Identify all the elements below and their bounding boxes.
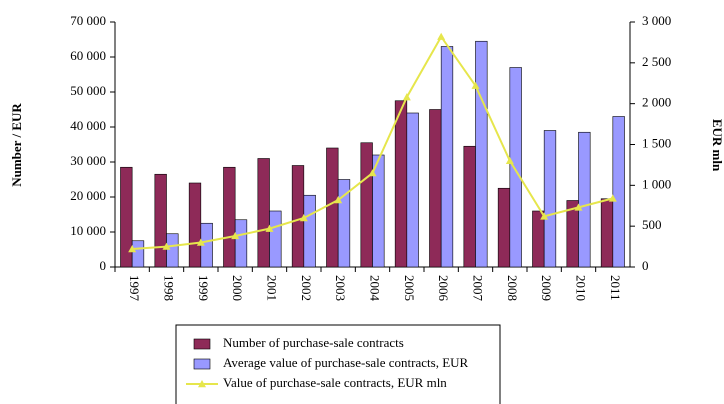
y2-tick-label: 2 500 [642,54,671,69]
y2-tick-label: 2 000 [642,95,671,110]
y-tick-label: 60 000 [70,48,106,63]
legend-label: Value of purchase-sale contracts, EUR ml… [223,375,447,390]
x-tick-label: 2007 [471,275,486,302]
x-tick-label: 2009 [539,275,554,301]
bar [509,67,522,268]
bar [257,158,270,268]
y2-tick-label: 1 500 [642,135,671,150]
bar [440,46,454,268]
x-tick-label: 2011 [608,275,623,301]
legend-swatch [193,338,211,350]
line-marker [128,245,137,253]
bar [234,219,248,268]
x-tick-label: 2004 [368,275,383,302]
bar [463,145,476,268]
legend-swatch [193,358,211,370]
line-marker [540,212,549,220]
bar [406,112,419,268]
bar [303,194,316,268]
y-tick-label: 10 000 [70,223,106,238]
bar [223,166,236,268]
bar [166,233,179,268]
x-tick-label: 2003 [333,275,348,301]
x-tick-label: 1999 [196,275,211,301]
bar [131,240,145,268]
bar [372,154,385,268]
line-marker [162,242,171,250]
y-axis-title: Number / EUR [9,103,24,187]
bar [154,173,167,268]
bar [612,116,625,268]
line-marker [265,224,274,232]
x-tick-label: 2008 [505,275,520,301]
y-tick-label: 20 000 [70,188,106,203]
y-tick-label: 0 [100,258,107,273]
x-tick-label: 2006 [436,275,451,302]
bar [360,142,373,268]
bar [497,187,511,268]
y2-tick-label: 3 000 [642,13,671,28]
x-tick-label: 1997 [127,275,142,302]
bar [291,165,305,268]
line-marker [574,203,583,211]
bar [188,182,202,268]
bar [120,166,133,268]
y-tick-label: 50 000 [70,83,106,98]
legend-label: Average value of purchase-sale contracts… [223,355,469,370]
x-tick-label: 2010 [574,275,589,301]
bar [578,131,591,268]
line-marker [196,238,205,246]
line-marker [231,231,240,240]
y-tick-label: 30 000 [70,153,106,168]
line-marker [334,196,343,204]
bar [543,130,557,268]
x-tick-label: 2002 [299,275,314,301]
y2-axis-title: EUR mln [710,119,724,172]
legend-box [175,324,501,404]
legend-label: Number of purchase-sale contracts [223,335,404,350]
y-tick-label: 40 000 [70,118,106,133]
line-marker [299,214,308,222]
line-marker [471,81,480,89]
bar [269,210,282,268]
line-marker [368,169,377,177]
x-tick-label: 2000 [230,275,245,301]
line-marker [402,93,411,101]
bar [337,179,351,268]
bar [429,109,442,268]
y-tick-label: 70 000 [70,13,106,28]
y2-tick-label: 1 000 [642,176,671,191]
bar [394,100,408,268]
x-tick-label: 2005 [402,275,417,301]
y2-tick-label: 500 [642,217,662,232]
y2-tick-label: 0 [642,258,649,273]
legend-marker [198,380,206,388]
bar [475,40,488,268]
bar [326,147,339,268]
x-tick-label: 1998 [162,275,177,301]
line-marker [608,194,617,202]
bar [600,198,614,268]
x-tick-label: 2001 [265,275,280,301]
line-marker [437,32,446,40]
line-marker [505,156,514,165]
